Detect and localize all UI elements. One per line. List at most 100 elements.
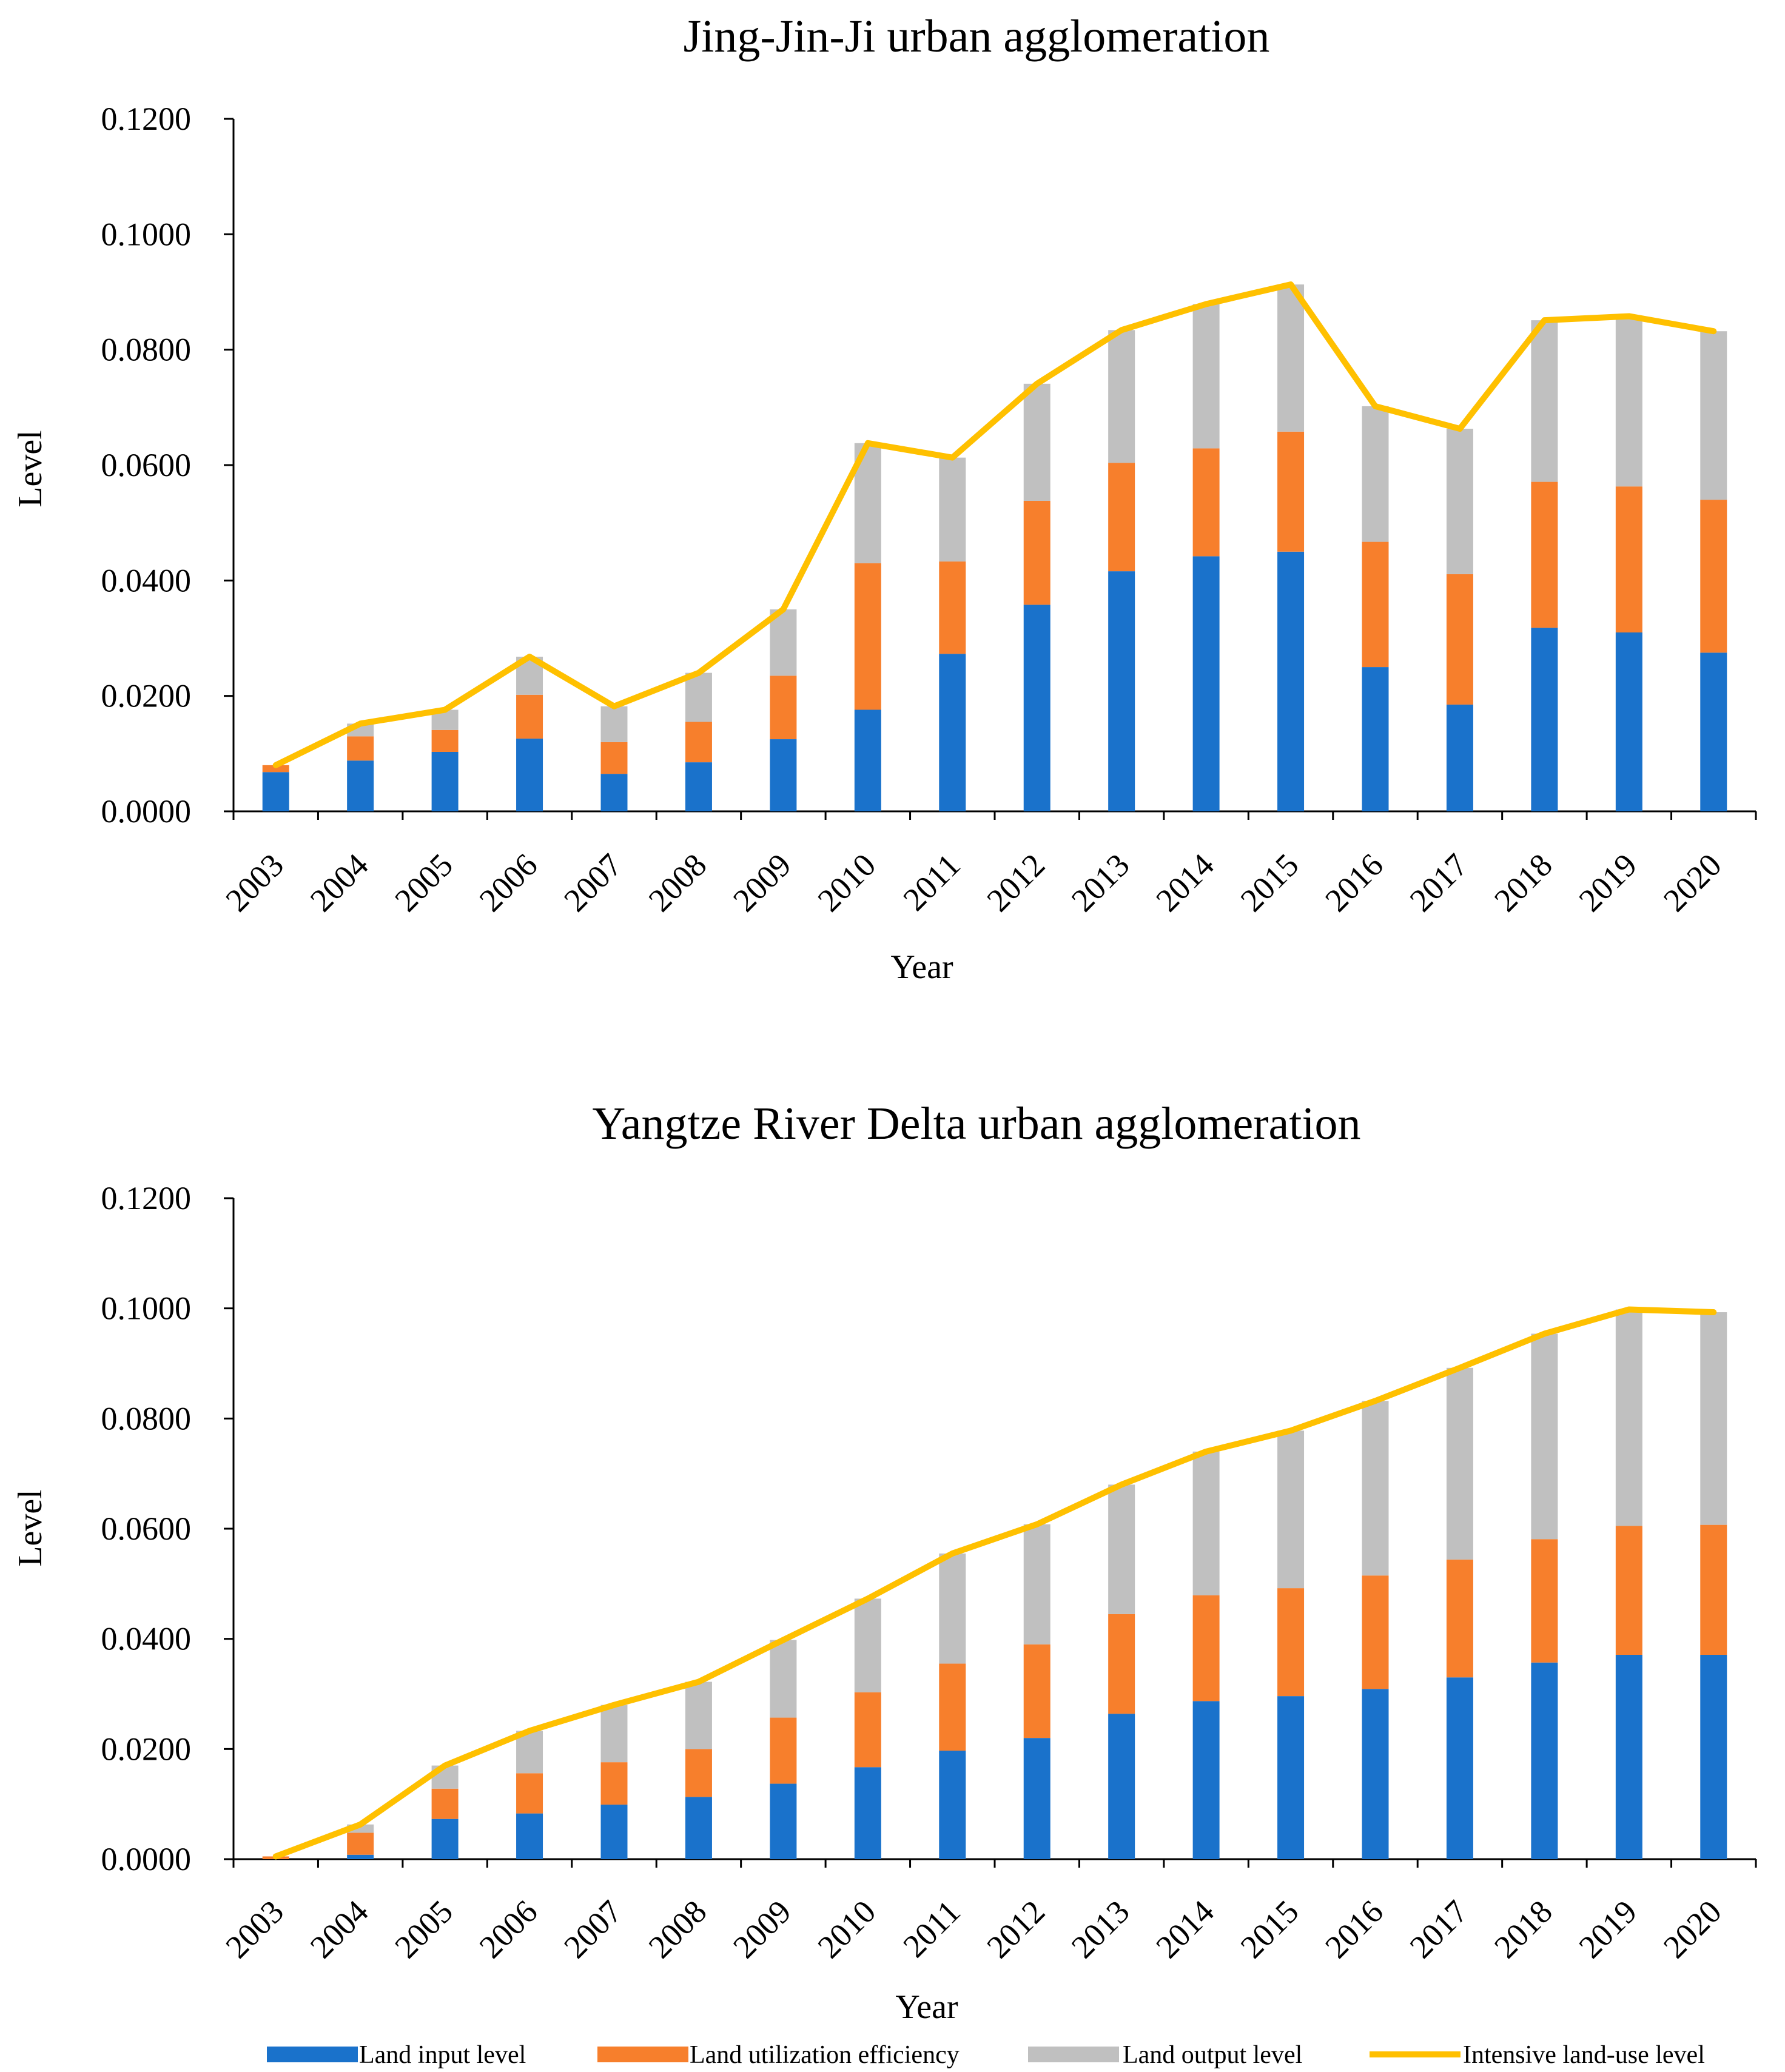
bar-land-input-level xyxy=(516,739,543,811)
bar-land-output-level xyxy=(1277,284,1305,432)
bar-land-output-level xyxy=(1192,304,1220,449)
bar-land-input-level xyxy=(770,739,797,811)
x-tick-label: 2011 xyxy=(896,1893,967,1964)
x-tick-label: 2007 xyxy=(557,847,629,919)
x-tick-label: 2007 xyxy=(557,1893,629,1965)
bar-land-utilization-efficiency xyxy=(1277,431,1305,552)
bar-land-input-level xyxy=(685,1797,712,1859)
bar-land-input-level xyxy=(854,709,881,811)
y-tick-label: 0.0400 xyxy=(101,562,192,598)
bar-land-utilization-efficiency xyxy=(1700,500,1727,653)
bar-land-input-level xyxy=(1277,551,1305,811)
x-tick-label: 2005 xyxy=(388,847,460,919)
bar-land-input-level xyxy=(770,1783,797,1859)
bar-land-utilization-efficiency xyxy=(1108,1614,1135,1714)
bar-land-input-level xyxy=(1615,1655,1642,1859)
bar-land-utilization-efficiency xyxy=(347,736,374,761)
bar-land-input-level xyxy=(1362,667,1389,811)
bar-land-output-level xyxy=(1531,320,1558,482)
bar-land-output-level xyxy=(1192,1451,1220,1595)
bar-land-output-level xyxy=(1023,383,1050,501)
x-tick-label: 2017 xyxy=(1403,847,1475,919)
bar-land-input-level xyxy=(600,774,628,811)
legend-label: Land utilization efficiency xyxy=(690,2041,960,2069)
plot-area: 0.0000 0.0200 0.0400 0.0600 0.0800 0.1000 0.12… xyxy=(101,101,1757,919)
x-tick-label: 2019 xyxy=(1572,1893,1644,1965)
x-tick-label: 2016 xyxy=(1318,1893,1390,1965)
bar-land-input-level xyxy=(600,1805,628,1859)
bar-land-utilization-efficiency xyxy=(516,1773,543,1814)
x-tick-label: 2014 xyxy=(1149,1893,1221,1965)
y-axis-label: Level xyxy=(12,430,49,507)
x-tick-label: 2020 xyxy=(1656,1893,1729,1965)
bar-land-output-level xyxy=(1108,330,1135,463)
legend-item-land-input: Land input level xyxy=(267,2041,526,2069)
bar-land-output-level xyxy=(516,1731,543,1774)
bar-land-output-level xyxy=(1108,1484,1135,1614)
bar-land-output-level xyxy=(770,1640,797,1718)
legend-item-land-output: Land output level xyxy=(1028,2041,1302,2069)
chart-title: Jing-Jin-Ji urban agglomeration xyxy=(684,11,1270,62)
y-tick-label: 0.0400 xyxy=(101,1621,192,1657)
y-tick-label: 0.0600 xyxy=(101,447,192,483)
y-tick-label: 0.0200 xyxy=(101,678,192,714)
x-tick-label: 2018 xyxy=(1487,847,1559,919)
bar-land-utilization-efficiency xyxy=(1531,481,1558,628)
bar-land-output-level xyxy=(1615,1309,1642,1526)
y-tick-label: 0.0000 xyxy=(101,793,192,830)
bar-land-input-level xyxy=(1446,704,1473,811)
bar-land-input-level xyxy=(854,1767,881,1859)
bar-land-input-level xyxy=(1446,1677,1473,1859)
bar-land-output-level xyxy=(939,457,966,562)
bar-land-utilization-efficiency xyxy=(1615,1526,1642,1655)
x-tick-label: 2013 xyxy=(1064,1893,1137,1965)
x-tick-label: 2004 xyxy=(303,847,375,919)
y-tick-label: 0.1200 xyxy=(101,1180,192,1216)
bar-land-input-level xyxy=(1615,632,1642,811)
bar-land-input-level xyxy=(685,762,712,811)
x-tick-label: 2003 xyxy=(218,847,291,919)
x-tick-label: 2004 xyxy=(303,1893,375,1965)
bar-land-input-level xyxy=(347,760,374,811)
bar-land-output-level xyxy=(1362,1401,1389,1576)
bar-land-output-level xyxy=(1531,1333,1558,1540)
x-axis-label: Year xyxy=(895,1988,958,2026)
bar-land-output-level xyxy=(600,706,628,742)
x-tick-label: 2010 xyxy=(811,847,883,919)
bar-land-output-level xyxy=(1446,1367,1473,1560)
x-tick-label: 2017 xyxy=(1403,1893,1475,1965)
bar-land-utilization-efficiency xyxy=(1192,1595,1220,1702)
legend-item-land-utilization: Land utilization efficiency xyxy=(597,2041,960,2069)
bar-land-input-level xyxy=(1700,1655,1727,1859)
legend-label: Land output level xyxy=(1123,2041,1302,2069)
bar-land-utilization-efficiency xyxy=(770,1717,797,1784)
bar-land-utilization-efficiency xyxy=(1277,1588,1305,1697)
y-tick-label: 0.0600 xyxy=(101,1510,192,1547)
bar-land-input-level xyxy=(1700,652,1727,811)
bar-land-utilization-efficiency xyxy=(1446,1559,1473,1678)
bar-land-input-level xyxy=(1192,1701,1220,1859)
x-tick-label: 2016 xyxy=(1318,847,1390,919)
bar-land-utilization-efficiency xyxy=(1192,448,1220,557)
legend-item-intensive: Intensive land-use level xyxy=(1370,2041,1705,2069)
bar-land-utilization-efficiency xyxy=(939,1663,966,1751)
x-tick-label: 2006 xyxy=(472,847,545,919)
legend: Land input level Land utilization effici… xyxy=(267,2041,1705,2069)
x-axis-label: Year xyxy=(890,948,953,986)
x-tick-label: 2014 xyxy=(1149,847,1221,919)
bar-land-output-level xyxy=(854,1598,881,1692)
y-tick-label: 0.0200 xyxy=(101,1731,192,1767)
bar-land-output-level xyxy=(1615,316,1642,487)
bar-land-output-level xyxy=(600,1705,628,1763)
bar-land-utilization-efficiency xyxy=(1023,1644,1050,1738)
plot-area: 0.0000 0.0200 0.0400 0.0600 0.0800 0.1000 0.12… xyxy=(101,1180,1757,1965)
bar-land-utilization-efficiency xyxy=(1615,486,1642,632)
bar-land-utilization-efficiency xyxy=(1108,463,1135,572)
bar-land-output-level xyxy=(1362,406,1389,542)
bar-land-utilization-efficiency xyxy=(685,1749,712,1797)
bar-land-output-level xyxy=(1277,1430,1305,1589)
x-tick-label: 2009 xyxy=(726,1893,798,1965)
y-tick-label: 0.0000 xyxy=(101,1841,192,1877)
legend-label: Land input level xyxy=(359,2041,526,2069)
bar-land-utilization-efficiency xyxy=(1531,1539,1558,1663)
